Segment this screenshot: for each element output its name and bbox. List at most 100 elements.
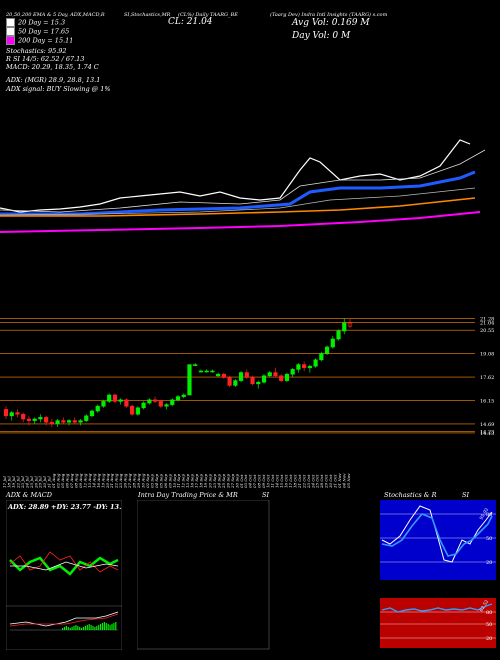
candle-body [181,394,186,397]
adx-macd-panel: ADX: 28.89 +DY: 23.77 -DY: 13.11 [6,500,122,650]
candle-body [66,420,72,423]
candle-body [267,372,272,377]
macd-hist-bar [84,626,86,630]
legend-ema20: 20 Day = 15.3 [6,18,65,27]
date-tick-label: 07 Aug [69,473,74,488]
macd-hist-bar [88,624,90,630]
candle-body [170,399,175,405]
macd-hist-bar [92,626,94,630]
date-tick-label: 25 Sep [221,474,226,489]
legend-ema50-label: 50 Day = 17.65 [18,27,70,36]
macd-signal-line [9,613,119,627]
candle-body [118,399,123,402]
date-tick-label: 04 Sep [154,474,159,488]
macd-hist-bar [65,626,67,630]
candle-body [15,412,20,415]
ema-chart [0,139,486,233]
candle-body [250,377,255,385]
candle-body [49,421,54,425]
candle-body [204,370,209,373]
legend-ema20-swatch [6,18,15,27]
candle-body [107,394,112,402]
candle-body [78,420,83,423]
date-tick-label: 10 Sep [172,474,177,488]
price-tick-label: 14.23 [480,429,494,435]
candle-body [216,373,221,377]
date-tick-label: 01 Nov [337,473,342,488]
date-tick-label: 28 Aug [132,473,137,489]
header-indicators: SI,Stochastics,MR [124,12,171,18]
candle-body [290,369,295,375]
date-tick-label: 17 Jul [2,475,7,488]
date-tick-label: 20 Aug [105,473,110,489]
candle-body [273,372,278,377]
date-tick-label: 09 Oct [261,474,266,488]
si-line [381,603,493,613]
date-tick-label: 30 Aug [140,473,145,488]
si-value-label: 62.52 [479,599,491,613]
intraday-panel-title: Intra Day Trading Price & MR [138,491,238,499]
candle-body [101,401,106,407]
stochastics-panel: 80 50 20 95.92 80 50 20 62.52 [380,500,496,648]
header-title: 20,50,200 EMA & 5 Day, ADX,MACD,R [6,12,105,18]
date-tick-label: 20 Sep [208,474,213,489]
candle-body [319,353,324,361]
macd-hist-bar [75,625,77,630]
candle-body [95,405,100,412]
candle-body [227,377,232,386]
candle-body [261,375,267,383]
date-tick-label: 23 Jul [20,475,25,489]
candle-body [198,370,204,373]
date-tick-label: 25 Oct [315,474,320,489]
date-tick-label: 15 Oct [279,474,284,488]
macd-value: MACD: 20.29, 18.35, 1.74 C [6,63,99,71]
candle-body [193,364,198,366]
date-tick-label: 07 Oct [252,474,257,488]
si-tick-50: 50 [486,622,492,628]
candle-body [256,381,261,385]
candle-body [112,394,118,402]
date-tick-label: 17 Sep [194,474,199,488]
price-tick-label: 19.08 [480,352,494,358]
stochastics-value: Stochastics: 95.92 [6,47,67,55]
candle-body [284,373,290,381]
candle-body [175,396,181,401]
macd-hist-bar [98,625,100,630]
date-tick-label: 02 Aug [56,473,61,488]
candle-body [342,322,347,332]
date-tick-label: 29 Jul [38,475,43,489]
stoch-tick-80: 80 [486,512,492,518]
date-tick-label: 16 Oct [283,474,288,488]
date-tick-labels: 17 Jul 18 Jul 19 Jul 22 Jul 23 Jul 24 Jul 25 J… [2,473,351,489]
date-tick-label: 18 Sep [199,474,204,488]
adx-value: ADX: (MGR) 28.9, 28.8, 13.1 [6,76,101,84]
date-tick-label: 01 Oct [239,474,244,488]
candle-body [141,402,146,409]
date-tick-label: 31 Oct [333,474,338,488]
date-tick-label: 27 Aug [127,473,132,489]
date-tick-label: 05 Aug [60,473,65,488]
candle-body [238,372,244,381]
macd-hist-bar [90,625,92,630]
macd-hist-bar [62,628,64,630]
candle-body [38,417,43,420]
ema-50-line [0,170,476,216]
date-tick-label: 11 Sep [176,474,181,488]
candle-body [302,364,307,369]
macd-hist-bar [82,627,85,630]
candle-body [61,420,66,423]
header-source: (Taarg Dev) Indra Intl Insights (TAARG) … [270,12,388,18]
candle-body [84,415,89,421]
date-tick-label: 04 Oct [248,474,253,488]
date-tick-label: 26 Jul [33,475,38,489]
candle-body [324,346,330,354]
date-tick-label: 11 Oct [270,474,275,488]
date-tick-label: 13 Aug [87,473,92,488]
adx-panel-title: ADX & MACD [6,491,52,499]
date-tick-label: 16 Aug [96,473,101,488]
header-ticker: (CL%) Daily TAARG_BE [178,12,238,18]
date-tick-label: 22 Aug [114,473,119,489]
stoch-bg [380,500,496,580]
price-tick-label: 21.28 [480,317,494,323]
